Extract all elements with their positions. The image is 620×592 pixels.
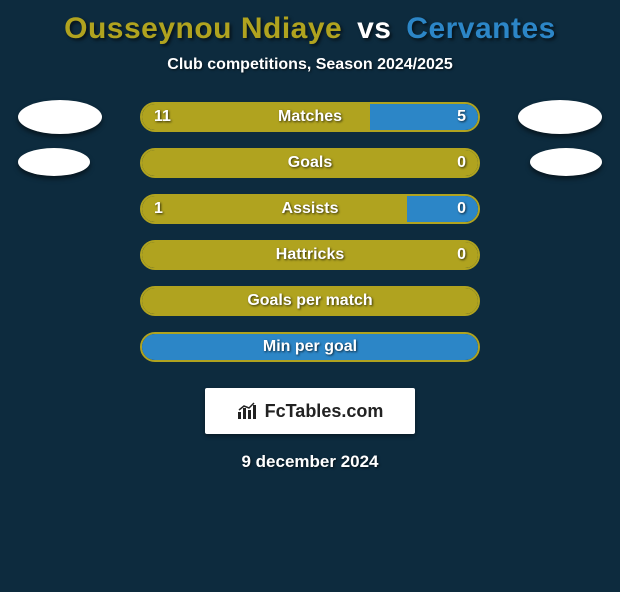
branding-text: FcTables.com xyxy=(265,401,384,422)
stat-row-goals-per-match: Goals per match xyxy=(0,286,620,332)
player-left-avatar xyxy=(18,100,102,134)
stat-bar: 1 0 Assists xyxy=(140,194,480,224)
stat-value-right: 0 xyxy=(457,154,466,172)
stat-row-assists: 1 0 Assists xyxy=(0,194,620,240)
stat-value-left: 11 xyxy=(154,108,171,126)
chart-icon xyxy=(237,402,259,420)
stats-area: 11 5 Matches 0 Goals 1 0 Assists 0 Hattricks Goals… xyxy=(0,102,620,378)
stat-row-hattricks: 0 Hattricks xyxy=(0,240,620,286)
stat-label: Hattricks xyxy=(276,246,344,264)
stat-value-right: 0 xyxy=(457,200,466,218)
stat-row-min-per-goal: Min per goal xyxy=(0,332,620,378)
date-label: 9 december 2024 xyxy=(0,452,620,472)
comparison-title: Ousseynou Ndiaye vs Cervantes xyxy=(0,12,620,46)
stat-label: Matches xyxy=(278,108,342,126)
stat-bar: Goals per match xyxy=(140,286,480,316)
player-left-name: Ousseynou Ndiaye xyxy=(64,12,342,45)
branding-badge: FcTables.com xyxy=(205,388,415,434)
subtitle: Club competitions, Season 2024/2025 xyxy=(0,56,620,74)
stat-label: Goals per match xyxy=(247,292,372,310)
stat-bar: 0 Goals xyxy=(140,148,480,178)
player-left-avatar xyxy=(18,148,90,176)
stat-bar-left-fill xyxy=(142,196,407,222)
stat-bar: Min per goal xyxy=(140,332,480,362)
player-right-avatar xyxy=(518,100,602,134)
player-right-name: Cervantes xyxy=(406,12,556,45)
stat-bar: 0 Hattricks xyxy=(140,240,480,270)
stat-value-left: 1 xyxy=(154,200,163,218)
stat-value-right: 5 xyxy=(457,108,466,126)
stat-bar: 11 5 Matches xyxy=(140,102,480,132)
stat-label: Goals xyxy=(288,154,332,172)
stat-row-goals: 0 Goals xyxy=(0,148,620,194)
stat-label: Assists xyxy=(282,200,339,218)
stat-label: Min per goal xyxy=(263,338,357,356)
vs-label: vs xyxy=(357,12,391,45)
player-right-avatar xyxy=(530,148,602,176)
stat-bar-right-fill xyxy=(407,196,478,222)
stat-row-matches: 11 5 Matches xyxy=(0,102,620,148)
stat-value-right: 0 xyxy=(457,246,466,264)
